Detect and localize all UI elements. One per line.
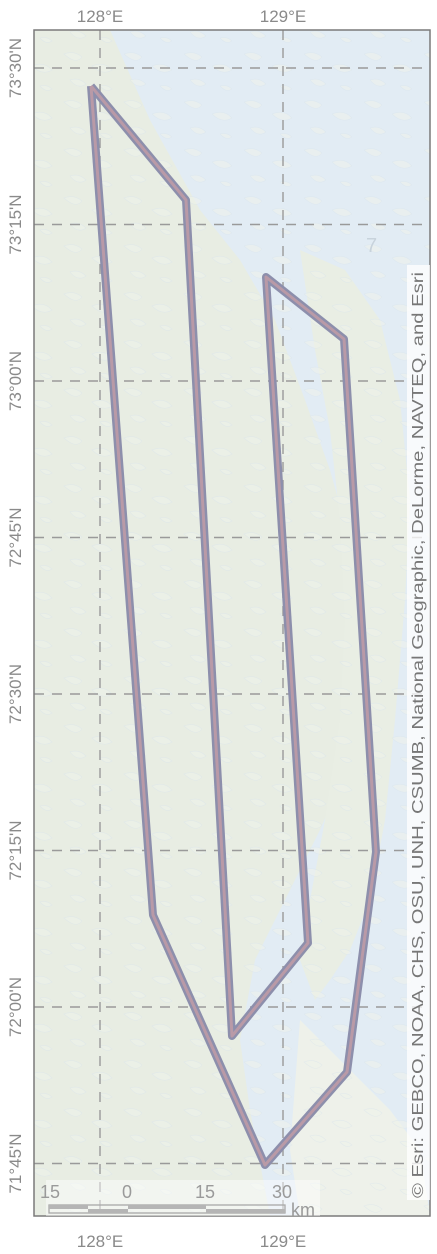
latitude-label: 72°00'N — [6, 977, 25, 1037]
attribution-text: © Esri: GEBCO, NOAA, CHS, OSU, UNH, CSUM… — [410, 272, 427, 1198]
scale-label-30: 30 — [272, 1182, 292, 1202]
longitude-label: 128°E — [77, 7, 124, 26]
flight-track-line[interactable] — [89, 85, 378, 1167]
latitude-label: 71°45'N — [6, 1133, 25, 1193]
sea-depth-marker: 7 — [366, 235, 377, 257]
longitude-labels-bottom: 128°E 129°E — [77, 1232, 307, 1251]
latitude-label: 72°45'N — [6, 507, 25, 567]
latitude-label: 73°00'N — [6, 351, 25, 411]
latitude-label: 72°15'N — [6, 820, 25, 880]
scale-bar-segment-1 — [49, 1205, 88, 1209]
scale-label-0: 0 — [122, 1182, 132, 1202]
scale-bar-segment-4 — [206, 1209, 285, 1213]
longitude-labels-top: 128°E 129°E — [77, 7, 307, 26]
scale-bar-segment-3 — [128, 1205, 206, 1209]
latitude-label: 72°30'N — [6, 664, 25, 724]
longitude-label: 129°E — [260, 1232, 307, 1251]
scale-label-15: 15 — [195, 1182, 215, 1202]
latitude-label: 73°15'N — [6, 194, 25, 254]
latitude-labels: 73°30'N 73°15'N 73°00'N 72°45'N 72°30'N 72°15… — [6, 38, 25, 1194]
flight-track[interactable] — [87, 83, 380, 1169]
scale-bar: 15 0 15 30 km — [40, 1180, 320, 1220]
scale-bar-segment-2 — [88, 1209, 128, 1213]
scale-label-15-left: 15 — [40, 1182, 60, 1202]
attribution-background — [407, 265, 430, 1200]
longitude-label: 128°E — [77, 1232, 124, 1251]
scale-unit: km — [291, 1200, 315, 1220]
latitude-label: 73°30'N — [6, 38, 25, 98]
longitude-label: 129°E — [260, 7, 307, 26]
